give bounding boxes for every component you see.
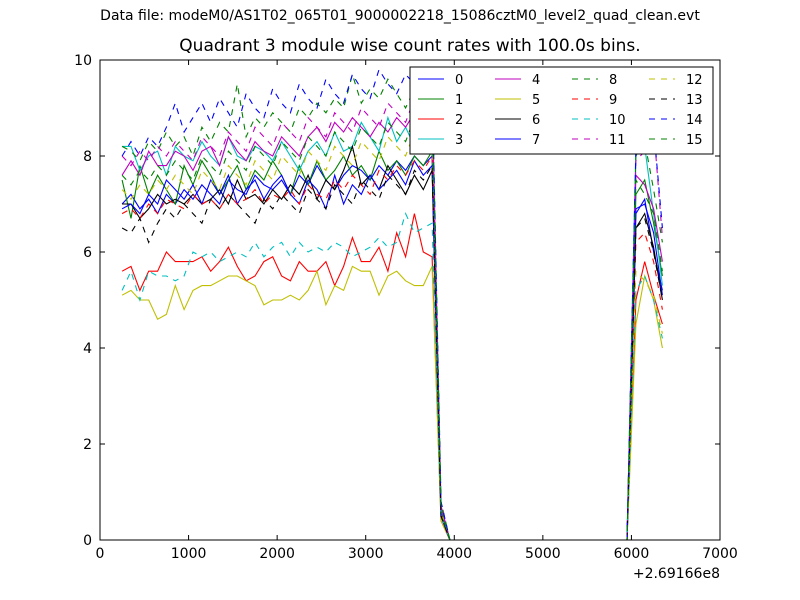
legend-label-3: 3 xyxy=(455,133,463,148)
figure-suptitle: Data file: modeM0/AS1T02_065T01_90000022… xyxy=(100,8,700,24)
series-line-4 xyxy=(121,111,663,540)
series-line-6 xyxy=(122,144,663,540)
series-line-14 xyxy=(121,68,663,540)
series-line-3 xyxy=(122,115,663,540)
series-line-7 xyxy=(121,159,663,540)
legend-label-4: 4 xyxy=(532,73,540,88)
legend-label-1: 1 xyxy=(455,93,463,108)
series-line-2 xyxy=(121,213,663,540)
x-tick-label: 6000 xyxy=(614,546,650,562)
y-tick-label: 8 xyxy=(83,149,92,165)
x-tick-label: 5000 xyxy=(525,546,561,562)
series-line-10 xyxy=(121,212,663,540)
legend-label-10: 10 xyxy=(609,113,626,128)
y-tick-label: 4 xyxy=(83,341,92,357)
chart-title: Quadrant 3 module wise count rates with … xyxy=(179,36,641,56)
x-offset-label: +2.69166e8 xyxy=(633,566,720,582)
legend-label-6: 6 xyxy=(532,113,540,128)
x-tick-label: 7000 xyxy=(702,546,738,562)
series-line-11 xyxy=(121,91,663,540)
legend-label-2: 2 xyxy=(455,113,463,128)
legend-label-7: 7 xyxy=(532,133,540,148)
y-tick-label: 10 xyxy=(74,53,92,69)
y-tick-label: 2 xyxy=(83,437,92,453)
legend-label-13: 13 xyxy=(686,93,703,108)
x-tick-label: 0 xyxy=(96,546,105,562)
legend-label-8: 8 xyxy=(609,73,617,88)
series-line-9 xyxy=(121,154,663,540)
series-lines xyxy=(121,68,663,540)
legend-label-9: 9 xyxy=(609,93,617,108)
legend-label-5: 5 xyxy=(532,93,540,108)
axes-frame xyxy=(99,59,721,541)
x-tick-label: 3000 xyxy=(348,546,384,562)
y-tick-label: 6 xyxy=(83,245,92,261)
legend-label-11: 11 xyxy=(609,133,626,148)
legend-label-15: 15 xyxy=(686,133,703,148)
x-tick-label: 4000 xyxy=(436,546,472,562)
legend-label-0: 0 xyxy=(455,73,463,88)
series-line-13 xyxy=(121,163,663,540)
x-tick-label: 1000 xyxy=(171,546,207,562)
legend-label-12: 12 xyxy=(686,73,703,88)
legend-label-14: 14 xyxy=(686,113,703,128)
series-line-5 xyxy=(121,265,663,540)
y-tick-label: 0 xyxy=(83,533,92,549)
series-line-12 xyxy=(121,125,663,540)
series-line-15 xyxy=(121,110,663,540)
series-line-1 xyxy=(121,149,663,540)
series-line-8 xyxy=(121,72,663,540)
x-tick-label: 2000 xyxy=(259,546,295,562)
series-line-0 xyxy=(121,154,663,540)
